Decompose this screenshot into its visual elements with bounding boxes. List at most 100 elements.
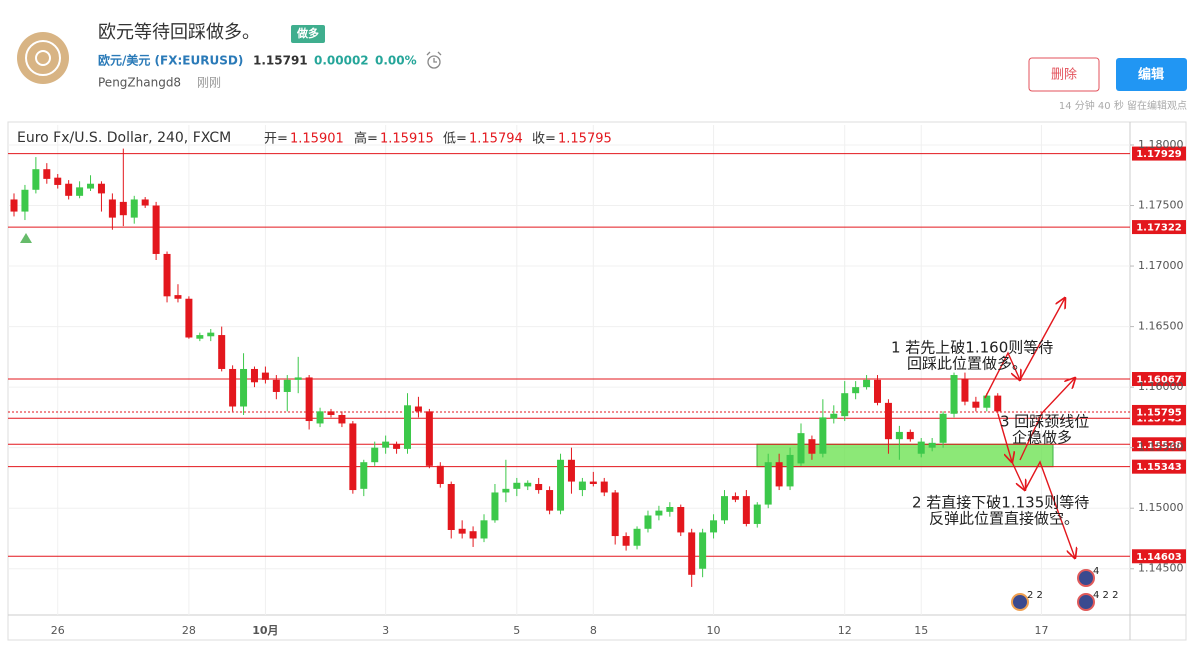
candle-body <box>349 423 357 491</box>
event-icon[interactable] <box>1011 593 1029 611</box>
level-label-bg <box>1132 549 1186 564</box>
candle-body <box>294 377 302 380</box>
level-label: 1.15795 <box>1136 407 1182 418</box>
candle-body <box>174 295 182 299</box>
candle-body <box>699 532 707 569</box>
edit-button[interactable] <box>1116 58 1187 91</box>
candle-body <box>480 520 488 539</box>
candle-body <box>338 414 346 424</box>
symbol[interactable]: 欧元/美元 (FX:EURUSD) <box>98 53 243 68</box>
candle-body <box>469 531 477 539</box>
candles <box>10 148 1002 587</box>
candle-body <box>43 169 51 179</box>
arrow <box>1019 378 1075 461</box>
level-label: 1.17322 <box>1136 223 1182 234</box>
avatar-pattern <box>25 40 61 76</box>
candle-body <box>578 481 586 491</box>
candle-body <box>972 401 980 408</box>
candle-body <box>786 454 794 487</box>
legend-value: 1.15795 <box>558 132 612 147</box>
y-tick-label: 1.17500 <box>1138 199 1184 212</box>
candle-body <box>906 431 914 440</box>
level-label: 1.16067 <box>1136 375 1182 386</box>
candle-body <box>207 332 215 337</box>
delete-label[interactable]: 删除 <box>1051 68 1077 83</box>
x-tick-label: 10月 <box>252 624 278 637</box>
candle-body <box>119 201 127 216</box>
x-tick-label: 12 <box>838 624 852 637</box>
annotations: 1 若先上破1.160则等待 回踩此位置做多。 3 回踩颈线位 企稳做多 2 若… <box>891 339 1089 528</box>
candle-body <box>797 433 805 464</box>
y-tick-label: 1.16500 <box>1138 320 1184 333</box>
candle-body <box>393 444 401 449</box>
arrow <box>1019 298 1065 381</box>
candle-body <box>327 411 335 415</box>
candle-body <box>185 298 193 338</box>
candle-body <box>371 447 379 463</box>
candle-body <box>87 183 95 189</box>
candle-body <box>633 528 641 546</box>
candle-body <box>272 379 280 392</box>
candle-body <box>731 496 739 500</box>
candle-body <box>677 506 685 533</box>
candle-body <box>950 375 958 414</box>
avatar[interactable] <box>17 32 69 84</box>
candle-body <box>863 379 871 388</box>
candle-body <box>895 431 903 440</box>
y-tick-label: 1.17000 <box>1138 259 1184 272</box>
alarm-icon[interactable] <box>426 51 442 69</box>
events: 2 2 4 4 2 2 <box>1011 566 1118 611</box>
x-tick-label: 3 <box>382 624 389 637</box>
level-label: 1.15528 <box>1136 440 1182 451</box>
candle-body <box>218 335 226 369</box>
arrows <box>984 298 1075 558</box>
candle-body <box>994 395 1002 412</box>
candle-body <box>961 378 969 402</box>
signal-marker <box>20 233 32 243</box>
change: 0.00002 <box>314 54 369 68</box>
candle-body <box>589 481 597 484</box>
y-tick-label: 1.14500 <box>1138 562 1184 575</box>
author[interactable]: PengZhangd8 <box>98 76 181 90</box>
candle-body <box>97 183 105 194</box>
y-tick-label: 1.15500 <box>1138 441 1184 454</box>
arrow <box>1011 461 1025 490</box>
candle-body <box>557 459 565 511</box>
candle-body <box>425 411 433 466</box>
candle-body <box>720 496 728 521</box>
annotation: 企稳做多 <box>1012 429 1072 447</box>
candle-body <box>742 496 750 524</box>
candle-body <box>841 393 849 417</box>
level-label-bg <box>1132 146 1186 161</box>
header: 欧元等待回踩做多。 做多 欧元/美元 (FX:EURUSD) 1.15791 0… <box>17 22 1187 112</box>
candle-body <box>513 482 521 489</box>
candle-body <box>917 441 925 454</box>
candle-body <box>884 402 892 440</box>
annotation: 反弹此位置直接做空。 <box>929 510 1079 528</box>
price: 1.15791 <box>253 54 308 68</box>
candle-body <box>928 442 936 448</box>
candle-body <box>611 492 619 537</box>
candle-body <box>261 372 269 380</box>
candle-body <box>666 506 674 512</box>
event-icon[interactable] <box>1077 593 1095 611</box>
candle-body <box>874 379 882 403</box>
x-tick-label: 5 <box>513 624 520 637</box>
candle-body <box>316 411 324 424</box>
candle-body <box>32 169 40 190</box>
chart-frame <box>7 121 1187 641</box>
annotation: 3 回踩颈线位 <box>1000 413 1089 431</box>
arrow <box>997 413 1012 462</box>
candle-body <box>414 406 422 412</box>
delete-button[interactable] <box>1028 57 1100 92</box>
y-tick-label: 1.18000 <box>1138 138 1184 151</box>
edit-label[interactable]: 编辑 <box>1138 67 1164 83</box>
candle-body <box>819 417 827 454</box>
event-label: 4 2 2 <box>1093 590 1118 601</box>
candle-body <box>830 413 838 419</box>
candle-body <box>852 387 860 394</box>
x-tick-label: 28 <box>182 624 196 637</box>
arrow <box>984 351 1020 399</box>
event-icon[interactable] <box>1077 569 1095 587</box>
candle-body <box>108 199 116 218</box>
